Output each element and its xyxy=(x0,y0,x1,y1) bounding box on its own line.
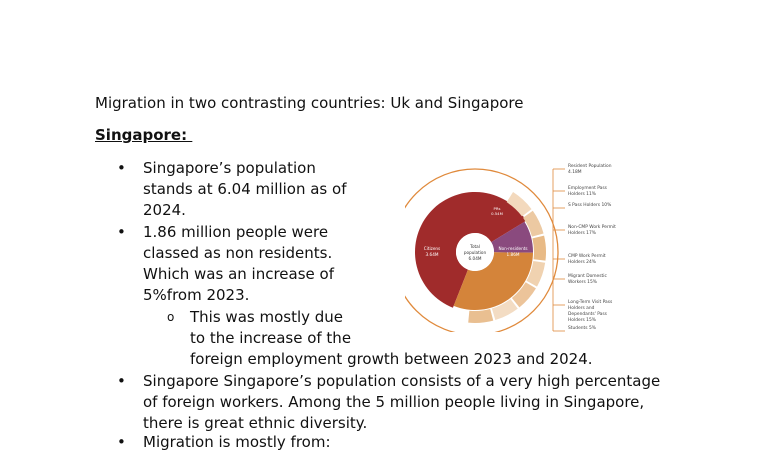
body-line: of foreign workers. Among the 5 million … xyxy=(143,393,645,411)
body-line: 2024. xyxy=(143,201,186,219)
center-label: population xyxy=(464,250,487,255)
body-line: Singapore Singapore’s population consist… xyxy=(143,372,661,390)
body-line: Migration is mostly from: xyxy=(143,433,331,451)
slice-label: Non-residents xyxy=(498,246,527,251)
section-heading-singapore: Singapore: xyxy=(95,126,193,144)
body-line: 1.86 million people were xyxy=(143,223,329,241)
annotation-label: Employment Pass xyxy=(568,185,608,191)
body-line: stands at 6.04 million as of xyxy=(143,180,347,198)
bullet-marker: • xyxy=(117,372,126,390)
annotation-label: CMP Work Permit xyxy=(568,253,606,259)
center-label: Total xyxy=(469,244,480,249)
body-line: classed as non residents. xyxy=(143,244,333,262)
annotation-label: Migrant Domestic xyxy=(568,273,607,279)
pie-slice xyxy=(415,192,527,308)
annotation-label: Non-CMP Work Permit xyxy=(568,224,616,230)
annotation-label: Resident Population xyxy=(568,163,612,169)
pie-slice xyxy=(453,252,533,310)
bullet-marker: • xyxy=(117,433,126,451)
annotation-label: Holders 24% xyxy=(568,259,596,265)
sub-bullet-marker: o xyxy=(167,310,175,324)
body-line: to the increase of the xyxy=(190,329,352,347)
breakdown-segment xyxy=(491,299,518,321)
breakdown-segment xyxy=(526,260,546,287)
annotation-label: Students 5% xyxy=(568,325,596,331)
document-title: Migration in two contrasting countries: … xyxy=(95,94,524,112)
bullet-marker: • xyxy=(117,159,126,177)
breakdown-segment xyxy=(532,235,546,261)
breakdown-segment xyxy=(506,192,532,217)
annotation-label: Long-Term Visit Pass xyxy=(568,299,613,305)
slice-label: Citizens xyxy=(424,246,441,251)
outer-ring xyxy=(405,168,559,332)
body-line: Which was an increase of xyxy=(143,265,334,283)
slice-label: 1.86M xyxy=(507,252,520,257)
body-line: 5%from 2023. xyxy=(143,286,250,304)
donut-hole xyxy=(456,233,494,271)
document-page: Migration in two contrasting countries: … xyxy=(95,94,661,451)
center-label: 6.04M xyxy=(469,256,482,261)
bullet-marker: • xyxy=(117,223,126,241)
slice-label: 3.64M xyxy=(426,252,439,257)
body-line: This was mostly due xyxy=(190,308,344,326)
body-line: Singapore’s population xyxy=(143,159,316,177)
breakdown-segment xyxy=(468,309,494,323)
slice-label: PRs xyxy=(494,206,501,211)
annotation-label: Holders and xyxy=(568,305,595,311)
annotation-label: S Pass Holders 10% xyxy=(568,202,611,208)
slice-label: 0.54M xyxy=(491,211,503,216)
annotation-label: Holders 15% xyxy=(568,317,596,323)
pie-slice xyxy=(491,221,533,253)
annotation-label: Dependants' Pass xyxy=(568,311,608,317)
annotation-label: Holders 11% xyxy=(568,191,596,197)
annotation-label: 4.18M xyxy=(568,169,582,175)
annotation-label: Workers 15% xyxy=(568,279,597,285)
body-line: foreign employment growth between 2023 a… xyxy=(190,350,593,368)
body-line: there is great ethnic diversity. xyxy=(143,414,368,432)
breakdown-segment xyxy=(523,210,544,237)
annotation-label: Holders 17% xyxy=(568,230,596,236)
breakdown-segment xyxy=(511,282,536,308)
